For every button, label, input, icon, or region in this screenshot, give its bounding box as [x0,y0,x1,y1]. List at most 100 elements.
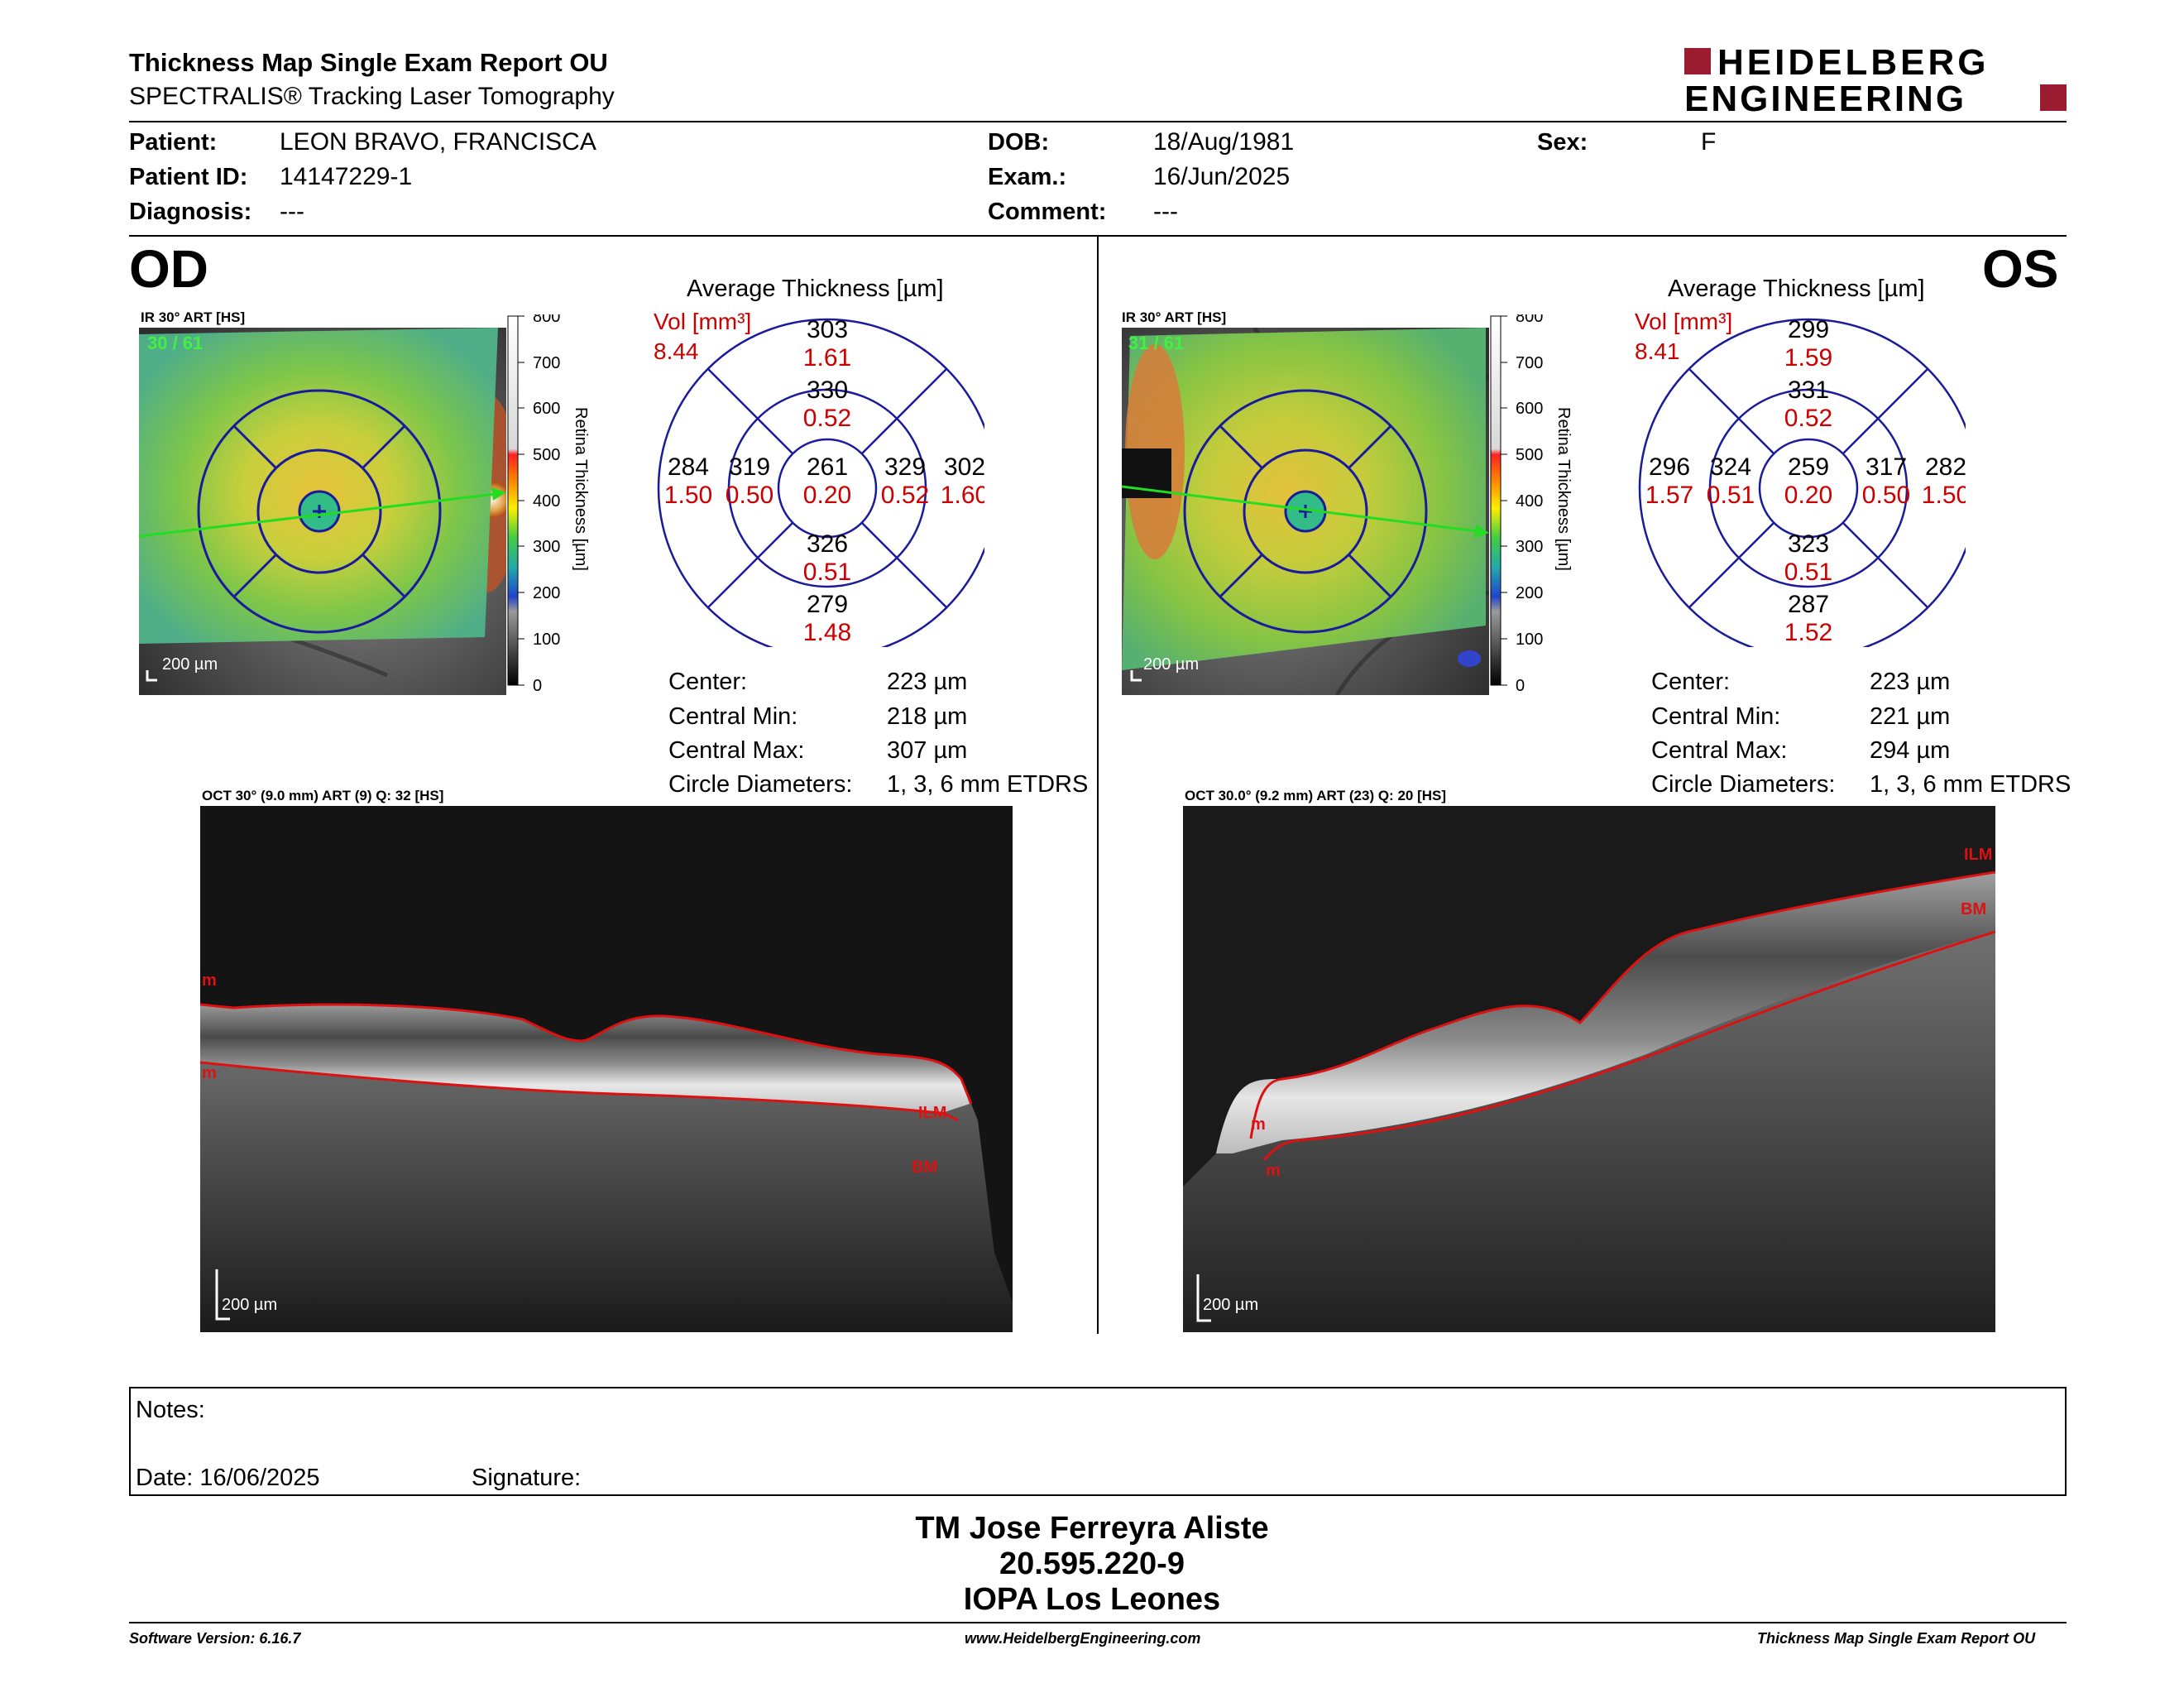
signer-block: TM Jose Ferreyra Aliste 20.595.220-9 IOP… [745,1511,1439,1618]
os-bm-label: BM [1961,900,1987,918]
od-outer-inf-v: 1.48 [803,619,851,646]
od-outer-nas-t: 302 [944,453,984,481]
os-inner-nas-t: 317 [1866,453,1907,481]
os-edge-mark-bottom: m [1266,1162,1281,1180]
os-inner-temp-t: 324 [1710,453,1751,481]
od-stat-label: Central Max: [668,737,805,764]
od-grid-title: Average Thickness [µm] [687,276,944,302]
cbar-tick: 200 [533,584,560,602]
od-stat-value: 1, 3, 6 mm ETDRS [887,771,1089,798]
comment-value: --- [1153,198,1178,225]
os-stat-value: 294 µm [1870,737,1951,764]
od-thickness-map [138,328,520,695]
software-version: Software Version: 6.16.7 [129,1630,301,1647]
os-stat-value: 1, 3, 6 mm ETDRS [1870,771,2071,798]
diagnosis-label: Diagnosis: [129,199,252,225]
os-stat-value: 221 µm [1870,703,1951,730]
diagnosis-value: --- [280,198,304,225]
cbar-tick: 300 [533,538,560,556]
sex-label: Sex: [1537,129,1588,156]
cbar-tick: 700 [533,354,560,372]
od-outer-inf-t: 279 [807,591,848,618]
patient-id: 14147229-1 [280,163,413,190]
cbar-tick: 200 [1516,584,1543,602]
od-inner-temp-t: 319 [729,453,770,481]
od-colorbar: 800 700 600 500 400 300 200 100 0 Retina… [506,308,630,695]
os-inner-nas-v: 0.50 [1862,482,1910,509]
report-subtitle: SPECTRALIS® Tracking Laser Tomography [129,83,615,110]
od-inner-inf-t: 326 [807,530,848,558]
cbar-tick: 600 [533,400,560,418]
cbar-tick: 800 [1516,314,1543,326]
signature-label: Signature: [472,1465,582,1491]
od-inner-temp-v: 0.50 [726,482,774,509]
cbar-tick: 400 [1516,492,1543,511]
cbar-label: Retina Thickness [µm] [572,407,590,571]
os-inner-inf-v: 0.51 [1784,559,1832,586]
os-outer-sup-v: 1.59 [1784,344,1832,372]
os-ir-label: IR 30° ART [HS] [1122,309,1227,325]
od-inner-nas-v: 0.52 [881,482,929,509]
footer-report-name: Thickness Map Single Exam Report OU [1757,1630,2036,1647]
os-ilm-label: ILM [1964,846,1993,864]
od-center-v: 0.20 [803,482,851,509]
cbar-tick: 800 [533,314,560,326]
cbar-tick: 100 [1516,631,1543,649]
os-outer-inf-v: 1.52 [1784,619,1832,646]
od-ir-scale: 200 µm [162,655,218,674]
od-stat-label: Central Min: [668,703,798,730]
od-oct-scale: 200 µm [222,1296,278,1314]
os-colorbar: 800 700 600 500 400 300 200 100 0 Retina… [1489,308,1613,695]
footer-url[interactable]: www.HeidelbergEngineering.com [965,1630,1201,1647]
notes-label: Notes: [136,1397,205,1423]
patient-id-label: Patient ID: [129,164,248,190]
od-edge-mark-bottom: m [202,1064,217,1082]
os-stat-label: Center: [1651,669,1731,695]
signer-id: 20.595.220-9 [999,1547,1185,1581]
os-stat-label: Circle Diameters: [1651,771,1836,798]
dob-value: 18/Aug/1981 [1153,128,1295,156]
signer-org: IOPA Los Leones [963,1582,1221,1617]
os-outer-temp-v: 1.57 [1645,482,1693,509]
os-edge-mark-top: m [1251,1115,1266,1134]
od-outer-nas-v: 1.60 [941,482,984,509]
os-oct-bscan: ILM BM m m 200 µm [1183,806,1996,1332]
cbar-tick: 0 [533,677,542,695]
os-ir-scale: 200 µm [1143,655,1200,674]
os-oct-label: OCT 30.0° (9.2 mm) ART (23) Q: 20 [HS] [1185,788,1447,803]
cbar-tick: 600 [1516,400,1543,418]
od-outer-temp-v: 1.50 [664,482,712,509]
report-title: Thickness Map Single Exam Report OU [129,48,608,77]
od-stat-value: 223 µm [887,669,968,695]
os-outer-sup-t: 299 [1788,316,1829,343]
os-outer-nas-t: 282 [1925,453,1966,481]
logo-line-1: HEIDELBERG [1717,46,1989,83]
cbar-tick: 100 [533,631,560,649]
od-outer-sup-t: 303 [807,316,848,343]
cbar-tick: 400 [533,492,560,511]
os-stat-value: 223 µm [1870,669,1951,695]
od-outer-temp-t: 284 [668,453,709,481]
patient-label: Patient: [129,129,218,156]
cbar-tick: 0 [1516,677,1525,695]
od-vol-label: Vol [mm³] [654,309,751,334]
logo-line-2: ENGINEERING [1684,79,1966,116]
os-center-v: 0.20 [1784,482,1832,509]
os-vol-value: 8.41 [1635,338,1680,364]
comment-label: Comment: [988,199,1107,225]
od-outer-sup-v: 1.61 [803,344,851,372]
os-inner-temp-v: 0.51 [1707,482,1755,509]
os-inner-sup-v: 0.52 [1784,405,1832,432]
od-vol-value: 8.44 [654,338,699,364]
os-outer-temp-t: 296 [1649,453,1690,481]
cbar-tick: 500 [533,446,560,464]
od-oct-bscan: m m ILM BM 200 µm [199,806,1013,1332]
os-inner-sup-t: 331 [1788,376,1829,404]
heidelberg-logo: HEIDELBERG ENGINEERING [1684,42,2067,119]
os-stat-label: Central Min: [1651,703,1781,730]
od-bm-label: BM [912,1158,938,1177]
od-inner-inf-v: 0.51 [803,559,851,586]
od-inner-sup-t: 330 [807,376,848,404]
os-center-t: 259 [1788,453,1829,481]
os-inner-inf-t: 323 [1788,530,1829,558]
